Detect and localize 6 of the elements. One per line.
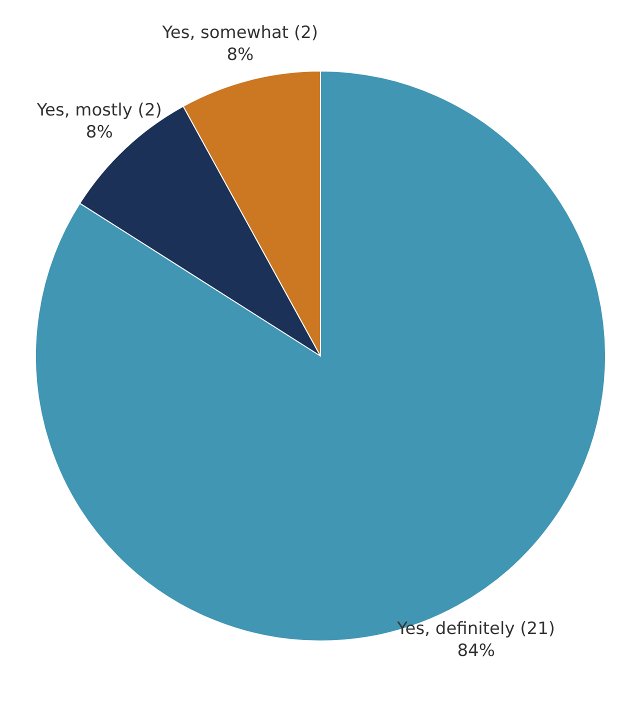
slice-label: Yes, definitely (21) (396, 619, 556, 640)
data-label: 8% (226, 45, 254, 66)
slice-label: Yes, mostly (2) (36, 100, 162, 121)
slice-label: Yes, somewhat (2) (161, 23, 318, 44)
data-label: 8% (86, 122, 113, 143)
data-label: 84% (457, 641, 496, 662)
